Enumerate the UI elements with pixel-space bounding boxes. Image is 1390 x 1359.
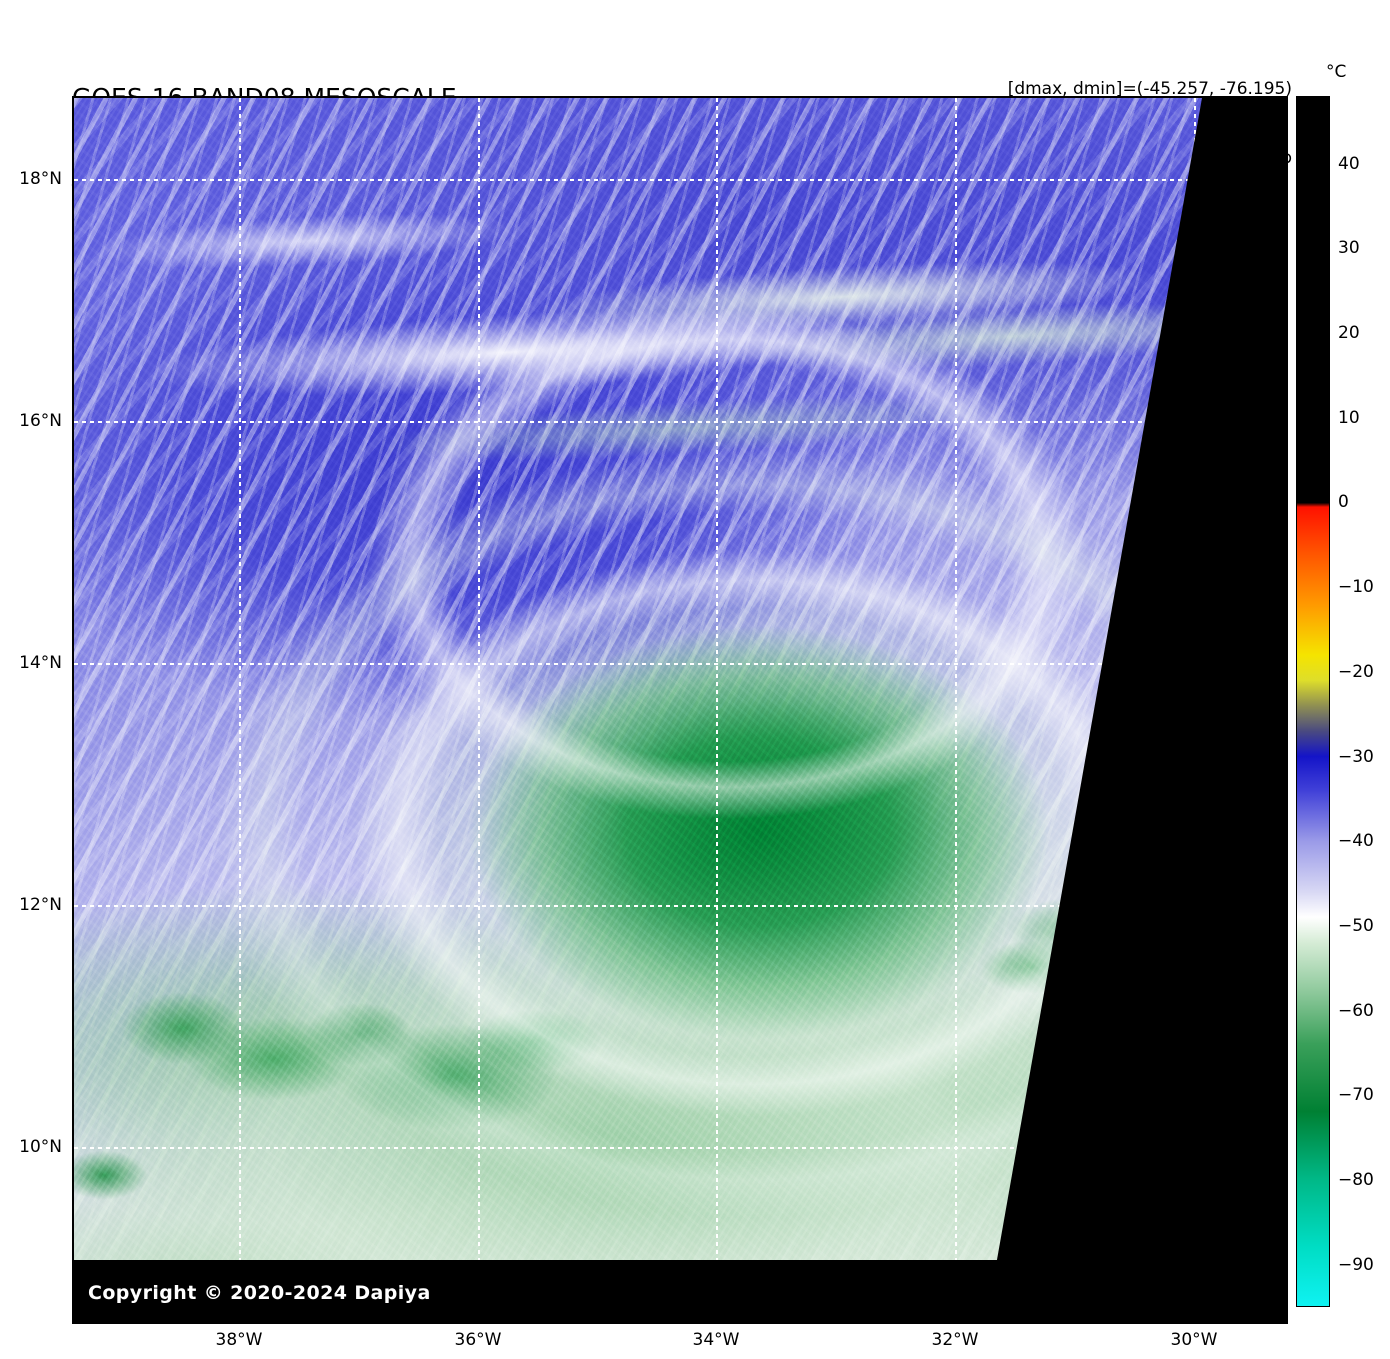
lat-tick-label-18n: 18°N bbox=[19, 169, 62, 189]
lon-tick-label-32w: 32°W bbox=[931, 1330, 979, 1350]
colorbar-tick-0: 0 bbox=[1338, 492, 1349, 513]
lat-tick-label-16n: 16°N bbox=[19, 411, 62, 431]
lat-tick-label-10n: 10°N bbox=[19, 1137, 62, 1157]
lon-tick-label-34w: 34°W bbox=[692, 1330, 740, 1350]
lat-tick-label-12n: 12°N bbox=[19, 895, 62, 915]
lat-tick-label-14n: 14°N bbox=[19, 653, 62, 673]
colorbar-tick-10: 10 bbox=[1338, 407, 1360, 428]
colorbar-tick-m90: −90 bbox=[1338, 1254, 1374, 1275]
lon-tick-label-36w: 36°W bbox=[454, 1330, 502, 1350]
dmax-dmin-readout: [dmax, dmin]=(-45.257, -76.195) bbox=[1007, 79, 1292, 99]
copyright-notice: Copyright © 2020-2024 Dapiya bbox=[88, 1282, 431, 1304]
colorbar-unit-label: °C bbox=[1326, 62, 1347, 82]
bottom-nodata-band bbox=[74, 1260, 1286, 1322]
colorbar-gradient bbox=[1297, 97, 1329, 1306]
colorbar-tick-40: 40 bbox=[1338, 153, 1360, 174]
colorbar-tick-m10: −10 bbox=[1338, 577, 1374, 598]
colorbar-tick-m60: −60 bbox=[1338, 1000, 1374, 1021]
colorbar-tick-30: 30 bbox=[1338, 238, 1360, 259]
colorbar-tick-m40: −40 bbox=[1338, 831, 1374, 852]
colorbar-tick-m80: −80 bbox=[1338, 1169, 1374, 1190]
lon-tick-label-38w: 38°W bbox=[215, 1330, 263, 1350]
satellite-image-plot: Copyright © 2020-2024 Dapiya bbox=[72, 96, 1288, 1324]
colorbar-tick-m20: −20 bbox=[1338, 661, 1374, 682]
colorbar-tick-m70: −70 bbox=[1338, 1085, 1374, 1106]
colorbar-tick-20: 20 bbox=[1338, 323, 1360, 344]
colorbar-tick-m30: −30 bbox=[1338, 746, 1374, 767]
temperature-colorbar bbox=[1296, 96, 1330, 1307]
lon-tick-label-30w: 30°W bbox=[1170, 1330, 1218, 1350]
satellite-raster: Copyright © 2020-2024 Dapiya bbox=[74, 98, 1286, 1322]
colorbar-tick-m50: −50 bbox=[1338, 915, 1374, 936]
